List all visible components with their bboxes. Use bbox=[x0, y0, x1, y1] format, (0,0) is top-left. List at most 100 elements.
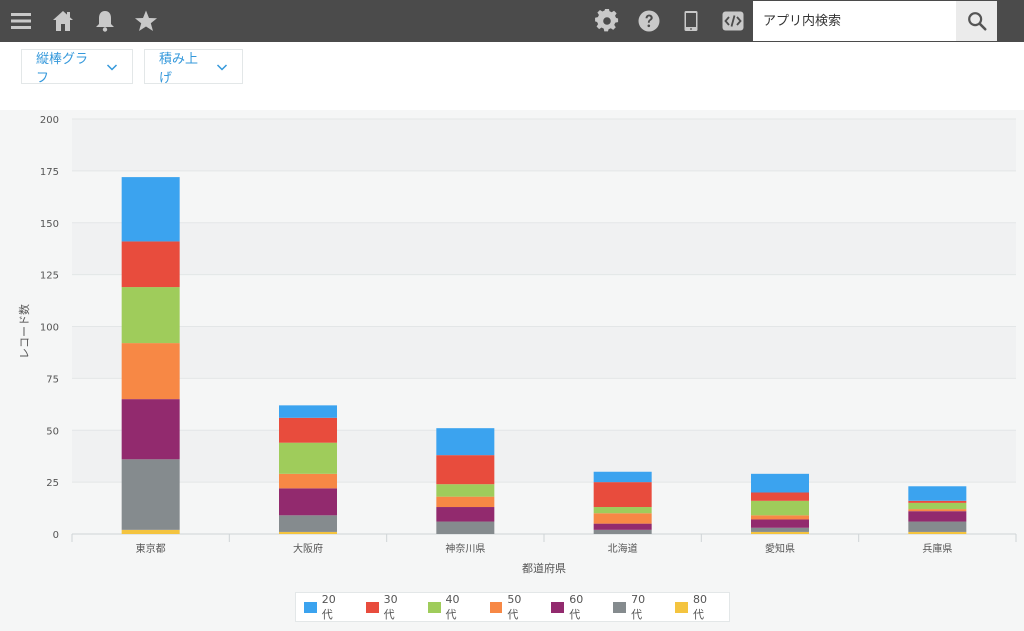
stack-mode-dropdown[interactable]: 積み上げ bbox=[144, 49, 243, 86]
x-axis-title: 都道府県 bbox=[522, 561, 566, 575]
legend-swatch bbox=[489, 601, 503, 613]
bar-segment-50代 bbox=[593, 513, 652, 524]
legend-label: 40 代 bbox=[445, 592, 460, 621]
bar-segment-40代 bbox=[751, 500, 809, 516]
bar-segment-50代 bbox=[279, 473, 337, 489]
legend-item-60代[interactable]: 60 代 bbox=[551, 593, 597, 622]
grid-band bbox=[72, 274, 1016, 327]
legend-swatch bbox=[613, 601, 627, 613]
legend-item-70代[interactable]: 70 代 bbox=[613, 593, 659, 622]
legend-item-40代[interactable]: 40 代 bbox=[427, 592, 474, 622]
stack-mode-label: 積み上げ bbox=[159, 51, 199, 86]
bar-segment-70代 bbox=[279, 515, 337, 532]
bar-segment-70代 bbox=[751, 527, 809, 532]
search-button[interactable] bbox=[956, 1, 997, 41]
bar-segment-20代 bbox=[121, 177, 180, 242]
legend-label: 70 代 bbox=[631, 592, 646, 621]
grid-band bbox=[72, 119, 1016, 171]
chart-legend: 20 代 30 代 40 代 50 代 60 代 70 代 80 代 bbox=[295, 592, 730, 622]
bar-segment-50代 bbox=[908, 509, 967, 512]
x-tick-label: 愛知県 bbox=[765, 542, 795, 555]
bar-segment-40代 bbox=[121, 287, 180, 344]
bar-segment-80代 bbox=[279, 531, 337, 534]
grid-band bbox=[72, 378, 1016, 431]
legend-item-50代[interactable]: 50 代 bbox=[489, 592, 536, 622]
mobile-icon[interactable] bbox=[677, 7, 705, 35]
bar-segment-30代 bbox=[436, 455, 495, 485]
stacked-bar-chart: 0 25 50 75 100 125 150 175 200 東京都 大阪府 神奈川県 北海道 愛知県 兵庫… bbox=[18, 115, 1017, 575]
code-icon[interactable] bbox=[719, 7, 747, 35]
bar-segment-40代 bbox=[436, 484, 495, 497]
bar-segment-80代 bbox=[121, 529, 180, 534]
bar-segment-20代 bbox=[908, 486, 967, 501]
x-tick-label: 兵庫県 bbox=[922, 542, 952, 555]
bar-segment-70代 bbox=[121, 459, 180, 530]
bar-segment-60代 bbox=[279, 488, 337, 516]
legend-swatch bbox=[365, 601, 379, 613]
bar-segment-50代 bbox=[121, 343, 180, 400]
top-bar bbox=[0, 0, 1024, 42]
bar-segment-40代 bbox=[908, 502, 967, 510]
bar-segment-40代 bbox=[593, 507, 652, 514]
bar-segment-70代 bbox=[436, 521, 495, 534]
bar-segment-50代 bbox=[436, 496, 495, 508]
bar-segment-20代 bbox=[751, 473, 809, 493]
bar-segment-50代 bbox=[751, 515, 809, 520]
bar-segment-70代 bbox=[593, 529, 652, 534]
chart-type-label: 縦棒グラフ bbox=[36, 51, 89, 86]
grid-band bbox=[72, 326, 1016, 379]
menu-icon[interactable] bbox=[7, 7, 35, 35]
bar-segment-30代 bbox=[751, 492, 809, 501]
bar-segment-60代 bbox=[593, 523, 652, 530]
star-icon[interactable] bbox=[132, 7, 160, 35]
chart-controls: 縦棒グラフ 積み上げ bbox=[0, 42, 1024, 110]
bar-segment-20代 bbox=[593, 471, 652, 483]
y-tick-label: 125 bbox=[40, 271, 59, 282]
y-tick-label: 75 bbox=[46, 374, 59, 385]
x-tick-label: 東京都 bbox=[136, 542, 166, 555]
grid-band bbox=[72, 222, 1016, 275]
legend-swatch bbox=[675, 601, 688, 613]
y-tick-label: 25 bbox=[46, 478, 59, 489]
search-input[interactable] bbox=[753, 1, 956, 41]
chart-type-dropdown[interactable]: 縦棒グラフ bbox=[21, 49, 133, 86]
legend-swatch bbox=[304, 601, 317, 613]
grid-band bbox=[72, 170, 1016, 223]
search-icon bbox=[967, 12, 987, 31]
legend-item-80代[interactable]: 80 代 bbox=[675, 593, 721, 622]
legend-label: 80 代 bbox=[692, 592, 707, 621]
x-tick-label: 北海道 bbox=[608, 542, 638, 555]
legend-label: 30 代 bbox=[383, 592, 398, 621]
chart-area: 0 25 50 75 100 125 150 175 200 東京都 大阪府 神奈川県 北海道 愛知県 兵庫… bbox=[0, 110, 1024, 631]
bar-segment-80代 bbox=[908, 531, 967, 534]
chevron-down-icon bbox=[106, 61, 118, 73]
legend-label: 50 代 bbox=[507, 592, 522, 621]
gear-icon[interactable] bbox=[593, 7, 621, 35]
legend-item-20代[interactable]: 20 代 bbox=[304, 593, 350, 622]
bar-segment-40代 bbox=[279, 442, 337, 474]
bar-segment-20代 bbox=[279, 405, 337, 418]
y-tick-label: 175 bbox=[40, 167, 59, 178]
legend-label: 20 代 bbox=[321, 592, 336, 621]
bell-icon[interactable] bbox=[91, 7, 119, 35]
home-icon[interactable] bbox=[49, 7, 77, 35]
y-tick-label: 150 bbox=[40, 219, 59, 230]
x-tick-label: 神奈川県 bbox=[445, 542, 485, 555]
help-icon[interactable] bbox=[635, 7, 663, 35]
x-tick-label: 大阪府 bbox=[293, 542, 323, 555]
bar-segment-30代 bbox=[279, 417, 337, 443]
legend-swatch bbox=[427, 601, 441, 613]
y-tick-label: 100 bbox=[40, 323, 59, 334]
bar-segment-60代 bbox=[436, 507, 495, 522]
legend-item-30代[interactable]: 30 代 bbox=[365, 592, 412, 622]
bar-segment-20代 bbox=[436, 428, 495, 456]
bar-segment-60代 bbox=[751, 519, 809, 528]
bar-segment-30代 bbox=[908, 500, 967, 503]
bar-segment-70代 bbox=[908, 521, 967, 532]
bar-segment-30代 bbox=[593, 482, 652, 508]
legend-label: 60 代 bbox=[569, 592, 584, 621]
bar-segment-60代 bbox=[121, 399, 180, 460]
y-tick-label: 0 bbox=[53, 530, 59, 541]
bar-segment-60代 bbox=[908, 511, 967, 522]
grid-band bbox=[72, 482, 1016, 534]
